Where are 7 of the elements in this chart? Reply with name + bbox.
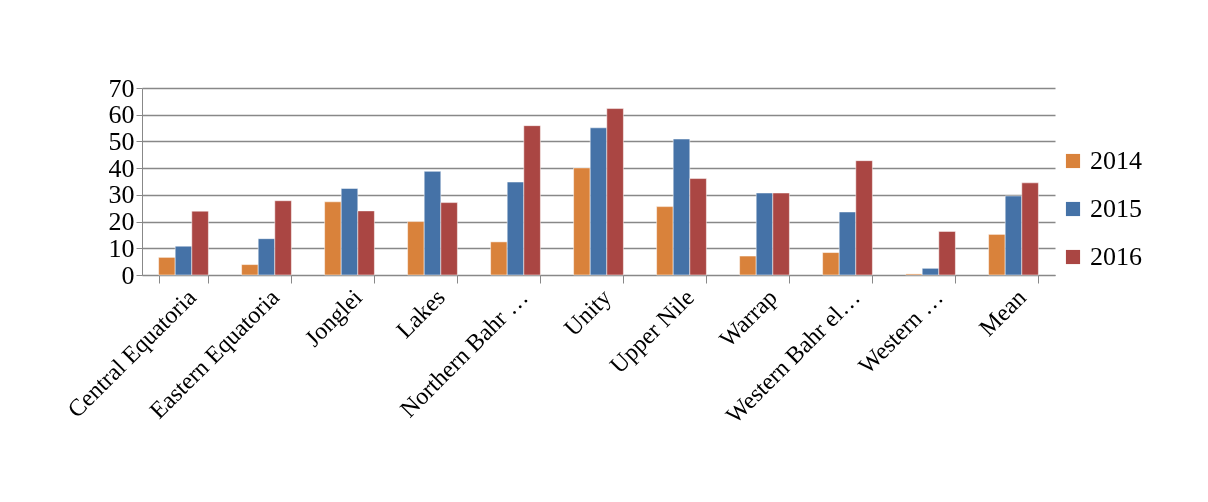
legend-label: 2016 (1090, 242, 1142, 271)
legend-label: 2014 (1090, 146, 1142, 175)
y-tick-label: 40 (108, 153, 135, 183)
y-tick-label: 70 (108, 73, 135, 103)
y-tick-label: 0 (121, 260, 135, 290)
legend-label: 2015 (1090, 194, 1142, 223)
y-tick-label: 30 (108, 180, 135, 210)
